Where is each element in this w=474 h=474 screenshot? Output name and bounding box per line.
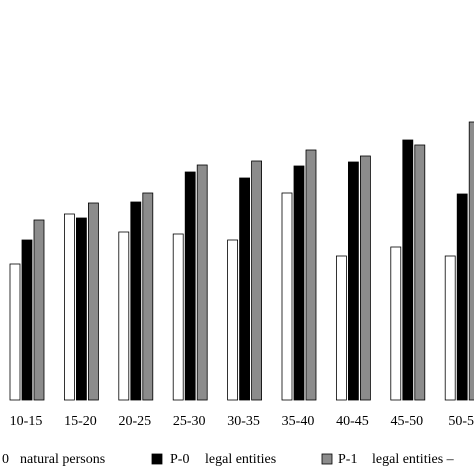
bar (239, 177, 251, 401)
bar (76, 217, 87, 401)
bar (444, 255, 456, 401)
legend-code: P-0 (170, 452, 189, 467)
legend-label: legal entities – (372, 452, 455, 467)
x-tick-label: 20-25 (118, 414, 151, 429)
bar (305, 149, 317, 401)
bar (64, 213, 75, 401)
bar (402, 139, 414, 401)
bar (184, 171, 196, 401)
legend-swatch (321, 453, 333, 465)
bar (390, 246, 402, 401)
legend-label: natural persons (20, 452, 105, 467)
bar (456, 193, 468, 401)
bar (88, 202, 99, 401)
legend-code: P-1 (338, 452, 357, 467)
x-tick-label: 45-50 (390, 414, 423, 429)
bar (293, 165, 305, 401)
bar (335, 255, 347, 401)
bar (21, 239, 33, 401)
bar (347, 161, 359, 401)
legend-code: 0 (2, 452, 9, 467)
bar (130, 201, 142, 401)
x-tick-label: 25-30 (173, 414, 206, 429)
x-tick-label: 50-5 (448, 414, 474, 429)
x-tick-label: 40-45 (336, 414, 369, 429)
x-tick-label: 10-15 (10, 414, 43, 429)
x-tick-label: 30-35 (227, 414, 260, 429)
bar (9, 263, 21, 401)
bar (172, 233, 184, 401)
bar (414, 144, 426, 401)
x-tick-label: 15-20 (64, 414, 97, 429)
bar (196, 164, 208, 401)
legend-swatch (151, 453, 163, 465)
bar (142, 192, 154, 401)
bar (468, 121, 474, 401)
bar (33, 219, 45, 401)
bar (251, 160, 263, 401)
legend-label: legal entities (205, 452, 276, 467)
bar (227, 239, 239, 401)
bar (281, 192, 293, 401)
bar (118, 231, 130, 401)
bar (359, 155, 371, 401)
x-tick-label: 35-40 (282, 414, 315, 429)
